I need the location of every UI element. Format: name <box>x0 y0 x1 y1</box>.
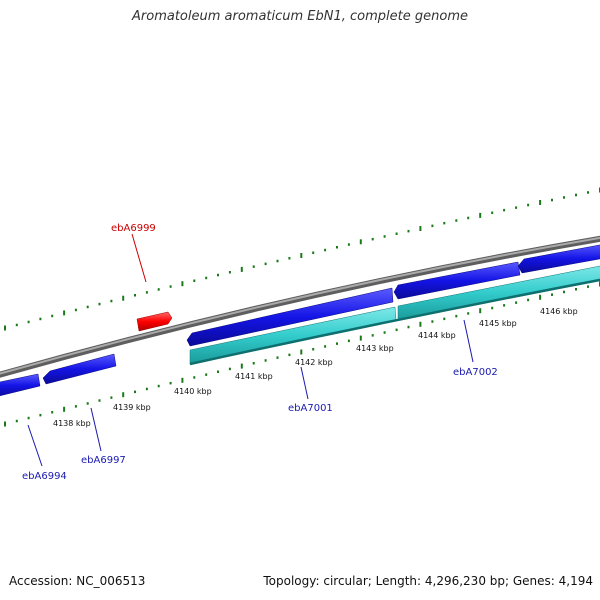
leader-line-ebA7002 <box>463 319 474 363</box>
leader-line-ebA6994 <box>27 424 43 467</box>
tick-label-4144: 4144 kbp <box>418 331 456 340</box>
tick-label-4140: 4140 kbp <box>174 387 212 396</box>
leader-line-ebA6997 <box>90 407 102 452</box>
genome-summary-text: Topology: circular; Length: 4,296,230 bp… <box>263 574 593 588</box>
outer-tick-ring <box>4 187 600 331</box>
genome-backbone <box>0 235 600 378</box>
inner-tick-ring <box>4 281 600 427</box>
tick-label-4145: 4145 kbp <box>479 319 517 328</box>
leader-line-ebA6999 <box>131 233 147 283</box>
gene-label-ebA6997[interactable]: ebA6997 <box>81 455 126 466</box>
tick-label-4143: 4143 kbp <box>356 344 394 353</box>
tick-label-4138: 4138 kbp <box>53 419 91 428</box>
gene-label-ebA7002[interactable]: ebA7002 <box>453 367 498 378</box>
page-title: Aromatoleum aromaticum EbN1, complete ge… <box>132 9 468 24</box>
gene-arrow-ebA7001[interactable] <box>186 287 394 347</box>
tick-label-4139: 4139 kbp <box>113 403 151 412</box>
cds-feature-2[interactable] <box>397 265 600 321</box>
tick-label-4146: 4146 kbp <box>540 307 578 316</box>
cds-feature-edge <box>189 278 600 366</box>
gene-arrow-ebA6994[interactable] <box>0 373 41 397</box>
genome-backbone-highlight <box>0 236 600 375</box>
gene-label-ebA6999[interactable]: ebA6999 <box>111 223 156 234</box>
accession-text: Accession: NC_006513 <box>9 574 146 588</box>
gene-label-ebA7001[interactable]: ebA7001 <box>288 403 333 414</box>
gene-arrow-ebA6999[interactable] <box>136 311 173 332</box>
gene-arrow-ebA7002[interactable] <box>393 261 521 300</box>
tick-label-4141: 4141 kbp <box>235 372 273 381</box>
gene-arrow-next[interactable] <box>517 244 600 274</box>
leader-line-ebA7001 <box>300 366 309 400</box>
gene-arrow-ebA6997[interactable] <box>42 353 117 385</box>
tick-label-4142: 4142 kbp <box>295 358 333 367</box>
gene-label-ebA6994[interactable]: ebA6994 <box>22 471 67 482</box>
